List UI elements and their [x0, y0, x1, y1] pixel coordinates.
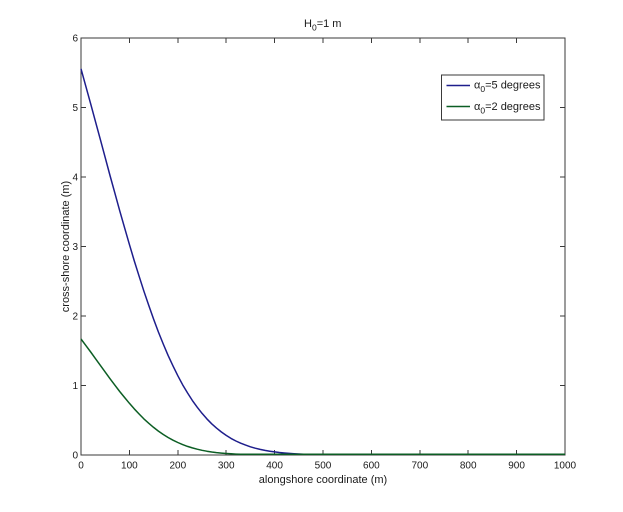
- svg-text:600: 600: [363, 461, 380, 472]
- svg-text:alongshore coordinate (m): alongshore coordinate (m): [259, 474, 387, 486]
- svg-text:6: 6: [72, 34, 78, 45]
- svg-text:800: 800: [460, 461, 477, 472]
- svg-text:1000: 1000: [554, 461, 577, 472]
- svg-text:200: 200: [169, 461, 186, 472]
- svg-text:0: 0: [72, 451, 78, 462]
- svg-text:3: 3: [72, 242, 78, 253]
- svg-text:700: 700: [411, 461, 428, 472]
- svg-text:H0=1 m: H0=1 m: [304, 18, 341, 33]
- svg-text:5: 5: [72, 103, 78, 114]
- svg-text:900: 900: [508, 461, 525, 472]
- svg-text:α0=2 degrees: α0=2 degrees: [474, 101, 541, 116]
- svg-text:300: 300: [218, 461, 235, 472]
- svg-text:2: 2: [72, 312, 78, 323]
- svg-text:1: 1: [72, 381, 78, 392]
- svg-text:500: 500: [315, 461, 332, 472]
- svg-text:α0=5 degrees: α0=5 degrees: [474, 80, 541, 95]
- svg-text:400: 400: [266, 461, 283, 472]
- svg-text:0: 0: [78, 461, 84, 472]
- svg-text:100: 100: [121, 461, 138, 472]
- svg-text:cross-shore coordinate (m): cross-shore coordinate (m): [60, 181, 72, 312]
- svg-text:4: 4: [72, 173, 78, 184]
